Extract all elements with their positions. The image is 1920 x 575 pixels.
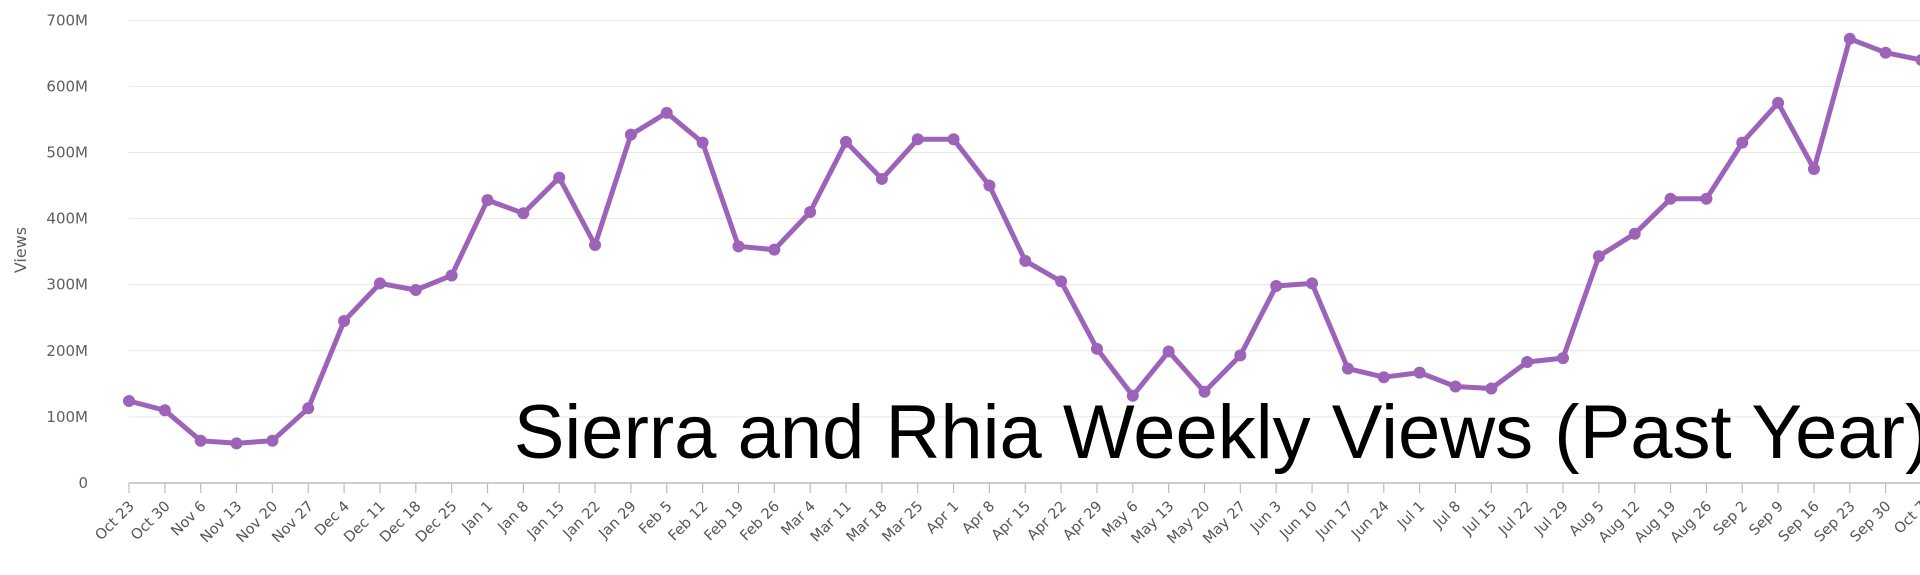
data-point[interactable] [1162, 345, 1175, 358]
x-tick-label: Apr 1 [924, 499, 963, 538]
data-point[interactable] [947, 133, 960, 146]
data-point[interactable] [373, 277, 386, 290]
x-tick-label: Apr 22 [1025, 499, 1070, 544]
data-point[interactable] [1772, 96, 1785, 109]
x-tick-label: Jun 17 [1312, 499, 1356, 543]
chart-title: Sierra and Rhia Weekly Views (Past Year) [514, 390, 1920, 475]
data-point[interactable] [266, 434, 279, 447]
series-line [126, 36, 1920, 446]
data-point[interactable] [1198, 385, 1211, 398]
data-point[interactable] [768, 243, 781, 256]
data-point[interactable] [589, 239, 602, 252]
data-point[interactable] [1377, 371, 1390, 384]
data-point[interactable] [553, 171, 566, 184]
data-point[interactable] [1090, 342, 1103, 355]
data-point[interactable] [983, 179, 996, 192]
y-tick-label: 500M [46, 144, 88, 162]
y-tick-label: 700M [46, 11, 88, 29]
data-point[interactable] [660, 106, 673, 119]
series [123, 32, 1920, 450]
y-tick-label: 0 [78, 474, 88, 492]
y-tick-label: 100M [46, 408, 88, 426]
x-tick-label: Jan 22 [560, 499, 604, 543]
y-tick-label: 600M [46, 77, 88, 95]
y-tick-label: 400M [46, 210, 88, 228]
x-tick-label: Apr 15 [989, 499, 1034, 544]
data-point[interactable] [1270, 280, 1283, 293]
x-tick-label: Sep 2 [1711, 499, 1751, 539]
x-tick-label: Apr 29 [1060, 499, 1105, 544]
data-point[interactable] [158, 404, 171, 417]
data-point[interactable] [409, 283, 422, 296]
data-point[interactable] [338, 315, 351, 328]
data-point[interactable] [840, 135, 852, 148]
data-point[interactable] [1234, 349, 1247, 362]
data-point[interactable] [1915, 54, 1920, 66]
data-point[interactable] [875, 172, 888, 185]
data-point[interactable] [194, 434, 207, 447]
x-tick-label: Jan 29 [596, 499, 640, 543]
data-point[interactable] [1628, 227, 1641, 240]
x-tick-label: Jul 22 [1495, 499, 1536, 540]
data-point[interactable] [445, 269, 458, 282]
data-point[interactable] [1449, 380, 1462, 393]
data-point[interactable] [1700, 192, 1713, 205]
y-axis: 0 100M 200M 300M 400M 500M 600M 700M [46, 11, 88, 492]
data-point[interactable] [1019, 254, 1032, 267]
data-point[interactable] [1664, 192, 1677, 205]
data-point[interactable] [1879, 46, 1892, 59]
x-tick-label: Oct 7 [1892, 499, 1920, 538]
x-tick-label: Jul 29 [1531, 499, 1572, 540]
data-point[interactable] [230, 437, 243, 450]
data-point[interactable] [1485, 382, 1498, 395]
data-point[interactable] [1843, 32, 1856, 45]
data-point[interactable] [1306, 277, 1319, 290]
data-point[interactable] [481, 194, 494, 207]
data-point[interactable] [517, 207, 530, 220]
x-tick-label: Feb 26 [737, 499, 783, 545]
data-point[interactable] [911, 133, 924, 146]
data-point[interactable] [1413, 366, 1426, 379]
data-point[interactable] [1341, 362, 1354, 375]
y-axis-label: Views [11, 227, 30, 273]
data-point[interactable] [624, 128, 637, 141]
data-point[interactable] [302, 402, 315, 415]
data-point[interactable] [1736, 136, 1749, 149]
x-tick-label: Jul 1 [1394, 499, 1428, 533]
data-point[interactable] [732, 240, 745, 253]
x-tick-label: Oct 30 [128, 499, 173, 544]
data-point[interactable] [1055, 275, 1068, 288]
data-point[interactable] [1126, 389, 1139, 402]
data-point[interactable] [1557, 352, 1569, 365]
data-point[interactable] [696, 136, 709, 149]
data-point[interactable] [804, 205, 817, 218]
data-point[interactable] [123, 395, 135, 408]
x-tick-label: Jun 24 [1348, 499, 1392, 543]
data-point[interactable] [1521, 356, 1534, 369]
data-point[interactable] [1807, 163, 1820, 176]
data-point[interactable] [1592, 250, 1605, 263]
y-tick-label: 300M [46, 276, 88, 294]
x-tick-label: Jan 1 [459, 499, 497, 537]
x-tick-label: Oct 23 [92, 499, 137, 544]
x-tick-label: Mar 25 [880, 499, 927, 546]
x-tick-label: Jun 10 [1277, 499, 1321, 543]
x-tick-label: Jan 15 [524, 499, 568, 543]
x-tick-label: Sep 30 [1848, 499, 1895, 546]
x-tick-label: Jul 15 [1459, 499, 1500, 540]
y-tick-label: 200M [46, 342, 88, 360]
